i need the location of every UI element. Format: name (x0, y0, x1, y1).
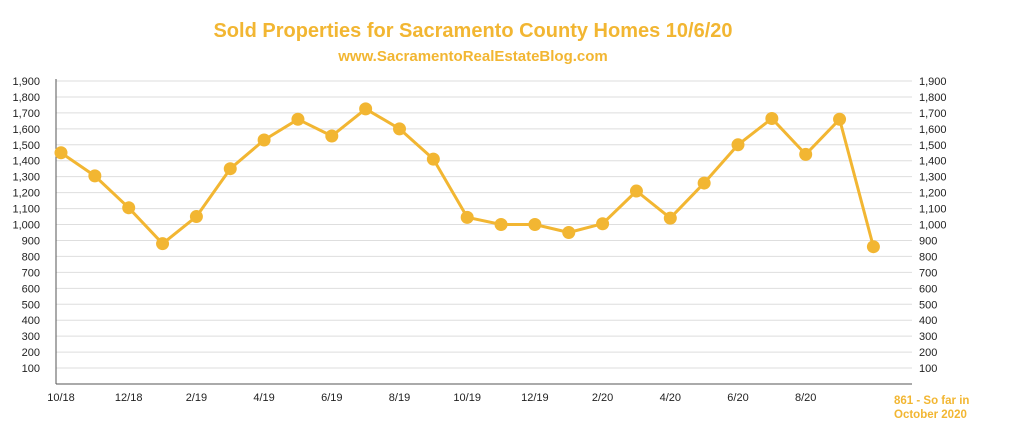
x-tick-12-19: 12/19 (521, 392, 549, 404)
y-tick-right-1300: 1,300 (919, 172, 947, 184)
data-point-18 (663, 211, 677, 225)
y-tick-right-1900: 1,900 (919, 76, 947, 88)
data-point-3 (156, 237, 170, 251)
series-sold-properties (54, 102, 880, 254)
x-tick-4-19: 4/19 (253, 392, 274, 404)
grid-lines (56, 80, 912, 369)
y-tick-right-1700: 1,700 (919, 108, 947, 120)
y-tick-left-1200: 1,200 (12, 188, 40, 200)
y-tick-left-1800: 1,800 (12, 92, 40, 104)
y-tick-right-1600: 1,600 (919, 124, 947, 136)
chart-subtitle: www.SacramentoRealEstateBlog.com (338, 48, 608, 65)
data-point-17 (629, 184, 643, 198)
series-line (60, 107, 875, 248)
data-point-16 (596, 217, 610, 231)
y-tick-left-100: 100 (22, 363, 40, 375)
y-tick-left-800: 800 (22, 251, 40, 263)
y-tick-left-1400: 1,400 (12, 156, 40, 168)
data-point-12 (460, 210, 474, 224)
y-tick-right-400: 400 (919, 315, 937, 327)
data-point-23 (833, 112, 847, 126)
y-tick-left-200: 200 (22, 347, 40, 359)
data-point-21 (765, 111, 779, 125)
data-point-15 (562, 226, 576, 239)
y-tick-right-800: 800 (919, 251, 937, 263)
x-axis-labels: 10/18 12/18 2/19 4/19 6/19 8/19 10/19 12/19 2/20… (47, 392, 816, 404)
data-point-13 (494, 218, 508, 232)
y-tick-left-1900: 1,900 (12, 76, 40, 88)
y-tick-right-600: 600 (919, 283, 937, 295)
y-tick-right-1000: 1,000 (919, 220, 947, 232)
data-point-24 (866, 240, 880, 254)
y-tick-left-1700: 1,700 (12, 108, 40, 120)
y-tick-right-1400: 1,400 (919, 156, 947, 168)
y-tick-left-400: 400 (22, 315, 40, 327)
data-point-9 (359, 102, 373, 116)
x-tick-12-18: 12/18 (115, 392, 143, 404)
data-point-14 (528, 218, 542, 232)
y-tick-right-900: 900 (919, 235, 937, 247)
data-point-11 (426, 152, 440, 166)
data-point-8 (325, 129, 339, 143)
chart-title: Sold Properties for Sacramento County Ho… (213, 20, 733, 42)
y-tick-left-600: 600 (22, 283, 40, 295)
y-tick-right-100: 100 (919, 363, 937, 375)
y-tick-left-300: 300 (22, 331, 40, 343)
data-point-2 (122, 201, 136, 215)
y-tick-left-1000: 1,000 (12, 220, 40, 232)
y-tick-left-1500: 1,500 (12, 140, 40, 152)
y-tick-right-1200: 1,200 (919, 188, 947, 200)
data-point-6 (257, 133, 271, 147)
data-point-19 (697, 176, 711, 190)
data-point-10 (393, 122, 406, 136)
y-tick-right-1500: 1,500 (919, 140, 947, 152)
y-tick-left-1300: 1,300 (12, 172, 40, 184)
y-axis-left-labels: 100 200 300 400 500 600 700 800 900 1,000 1,100 1,2… (12, 76, 40, 375)
y-tick-right-200: 200 (919, 347, 937, 359)
annotation-line-1: 861 - So far in (894, 395, 969, 407)
data-point-1 (88, 169, 102, 183)
y-tick-right-500: 500 (919, 299, 937, 311)
data-point-7 (291, 112, 305, 126)
x-tick-4-20: 4/20 (660, 392, 681, 404)
y-tick-right-300: 300 (919, 331, 937, 343)
y-tick-left-500: 500 (22, 299, 40, 311)
data-point-4 (189, 210, 203, 224)
data-point-0 (54, 146, 68, 160)
y-axis-right-labels: 100 200 300 400 500 600 700 800 900 1,000 1,100 1,2… (919, 76, 947, 375)
x-tick-6-20: 6/20 (727, 392, 748, 404)
y-tick-right-1100: 1,100 (919, 204, 947, 216)
y-tick-right-1800: 1,800 (919, 92, 947, 104)
x-tick-8-19: 8/19 (389, 392, 410, 404)
annotation-line-2: October 2020 (894, 409, 967, 421)
y-tick-left-700: 700 (22, 267, 40, 279)
data-point-22 (799, 147, 813, 161)
x-tick-2-19: 2/19 (186, 392, 207, 404)
x-tick-2-20: 2/20 (592, 392, 613, 404)
x-tick-8-20: 8/20 (795, 392, 816, 404)
axes (55, 79, 912, 385)
y-tick-right-700: 700 (919, 267, 937, 279)
y-tick-left-900: 900 (22, 235, 40, 247)
data-point-5 (223, 162, 237, 176)
y-tick-left-1600: 1,600 (12, 124, 40, 136)
x-tick-6-19: 6/19 (321, 392, 342, 404)
annotation: 861 - So far in October 2020 (894, 395, 969, 421)
data-point-20 (731, 138, 745, 152)
x-tick-10-19: 10/19 (453, 392, 481, 404)
y-tick-left-1100: 1,100 (12, 204, 40, 216)
x-tick-10-18: 10/18 (47, 392, 75, 404)
